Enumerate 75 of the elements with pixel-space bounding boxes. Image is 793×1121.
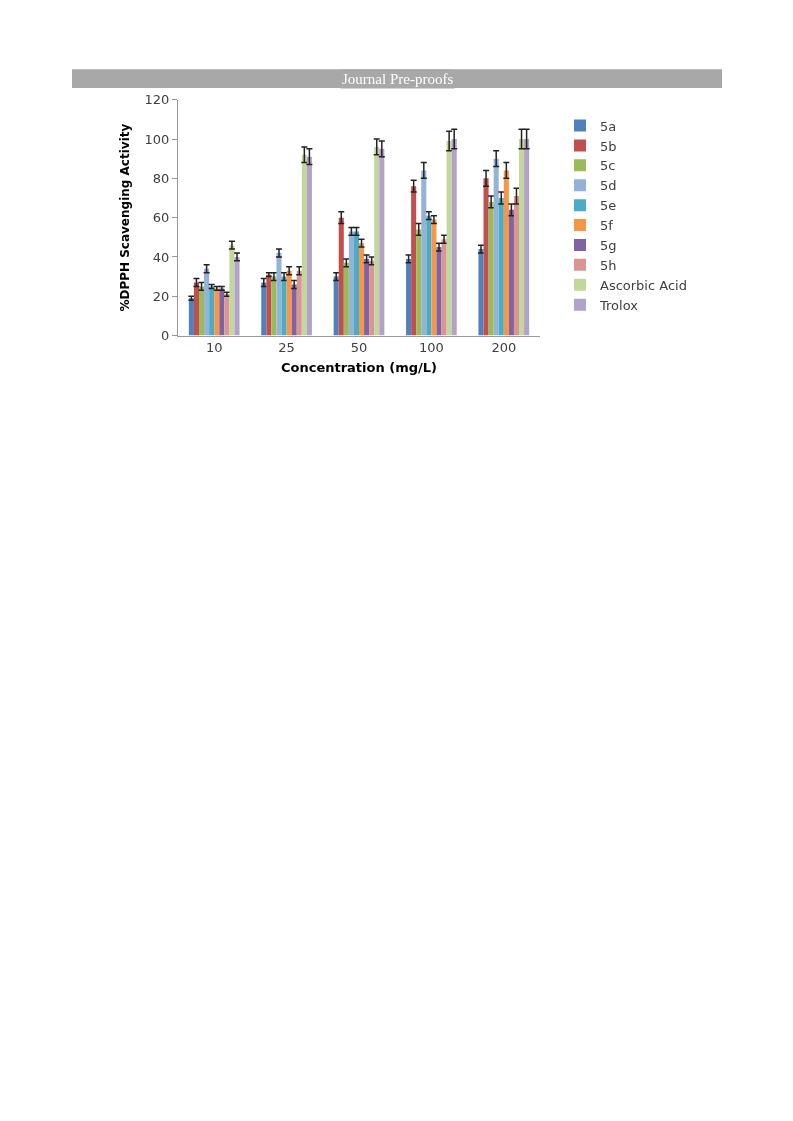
bar (374, 146, 380, 336)
legend-label: 5e (600, 198, 617, 214)
y-tick-label: 120 (144, 92, 170, 108)
bar (219, 288, 225, 336)
text: Journal Pre-proofs (342, 71, 454, 87)
bar (188, 298, 194, 336)
bar (229, 245, 235, 336)
bar (493, 158, 499, 336)
y-tick-label: 100 (144, 131, 170, 147)
bar (261, 282, 267, 336)
bar (271, 276, 277, 336)
x-tick-label: 100 (418, 340, 444, 356)
bar (193, 282, 199, 336)
legend-label: 5f (600, 218, 614, 234)
bar (281, 276, 287, 336)
legend-label: 5c (600, 158, 616, 174)
bar (204, 268, 210, 336)
bar (333, 276, 339, 336)
bar (301, 154, 307, 336)
bar (266, 274, 272, 336)
x-axis-title: Concentration (mg/L) (280, 359, 438, 375)
bar (306, 156, 312, 336)
bar (498, 197, 504, 336)
bar (508, 209, 514, 336)
bar (364, 258, 370, 336)
bar (436, 247, 442, 336)
bar (276, 253, 282, 336)
bar (296, 270, 302, 336)
y-tick-label: 40 (152, 249, 170, 265)
y-tick-label: 80 (152, 170, 170, 186)
legend-label: 5h (600, 257, 617, 273)
bar (488, 201, 494, 336)
bar (406, 258, 412, 336)
legend-label: 5b (600, 138, 617, 154)
bar (291, 284, 297, 336)
legend-label: 5a (600, 118, 617, 134)
bar (513, 196, 519, 336)
bar (214, 288, 220, 336)
y-tick-label: 60 (152, 210, 170, 226)
bar (286, 270, 292, 336)
bar (503, 170, 509, 336)
legend-label: 5g (600, 238, 617, 254)
x-tick-label: 50 (350, 340, 368, 356)
bar (519, 139, 525, 336)
bar (209, 286, 215, 336)
x-tick-label: 10 (205, 340, 223, 356)
bar (478, 249, 484, 336)
legend-label: Trolox (599, 297, 639, 313)
bar (343, 262, 349, 336)
bar (416, 229, 422, 336)
bar (446, 141, 452, 336)
x-tick-label: 200 (491, 340, 517, 356)
bar (369, 260, 375, 336)
bar (451, 139, 457, 336)
bar (411, 186, 417, 336)
bar (224, 294, 230, 336)
bar (234, 256, 240, 336)
bar (338, 217, 344, 336)
legend-label: 5d (600, 178, 617, 194)
bar (421, 170, 427, 336)
y-tick-label: 0 (161, 328, 170, 344)
y-axis-title: %DPPH Scavenging Activity (117, 123, 132, 312)
bar (441, 239, 447, 336)
legend-label: Ascorbic Acid (600, 277, 687, 293)
bar (348, 231, 354, 336)
bar (379, 148, 385, 336)
bar (359, 243, 365, 336)
bar (524, 139, 530, 336)
bar (353, 231, 359, 336)
bar (199, 286, 205, 336)
bar (431, 219, 437, 336)
x-tick-label: 25 (278, 340, 295, 356)
bar (426, 215, 432, 336)
y-tick-label: 20 (152, 288, 170, 304)
bar (483, 178, 489, 336)
